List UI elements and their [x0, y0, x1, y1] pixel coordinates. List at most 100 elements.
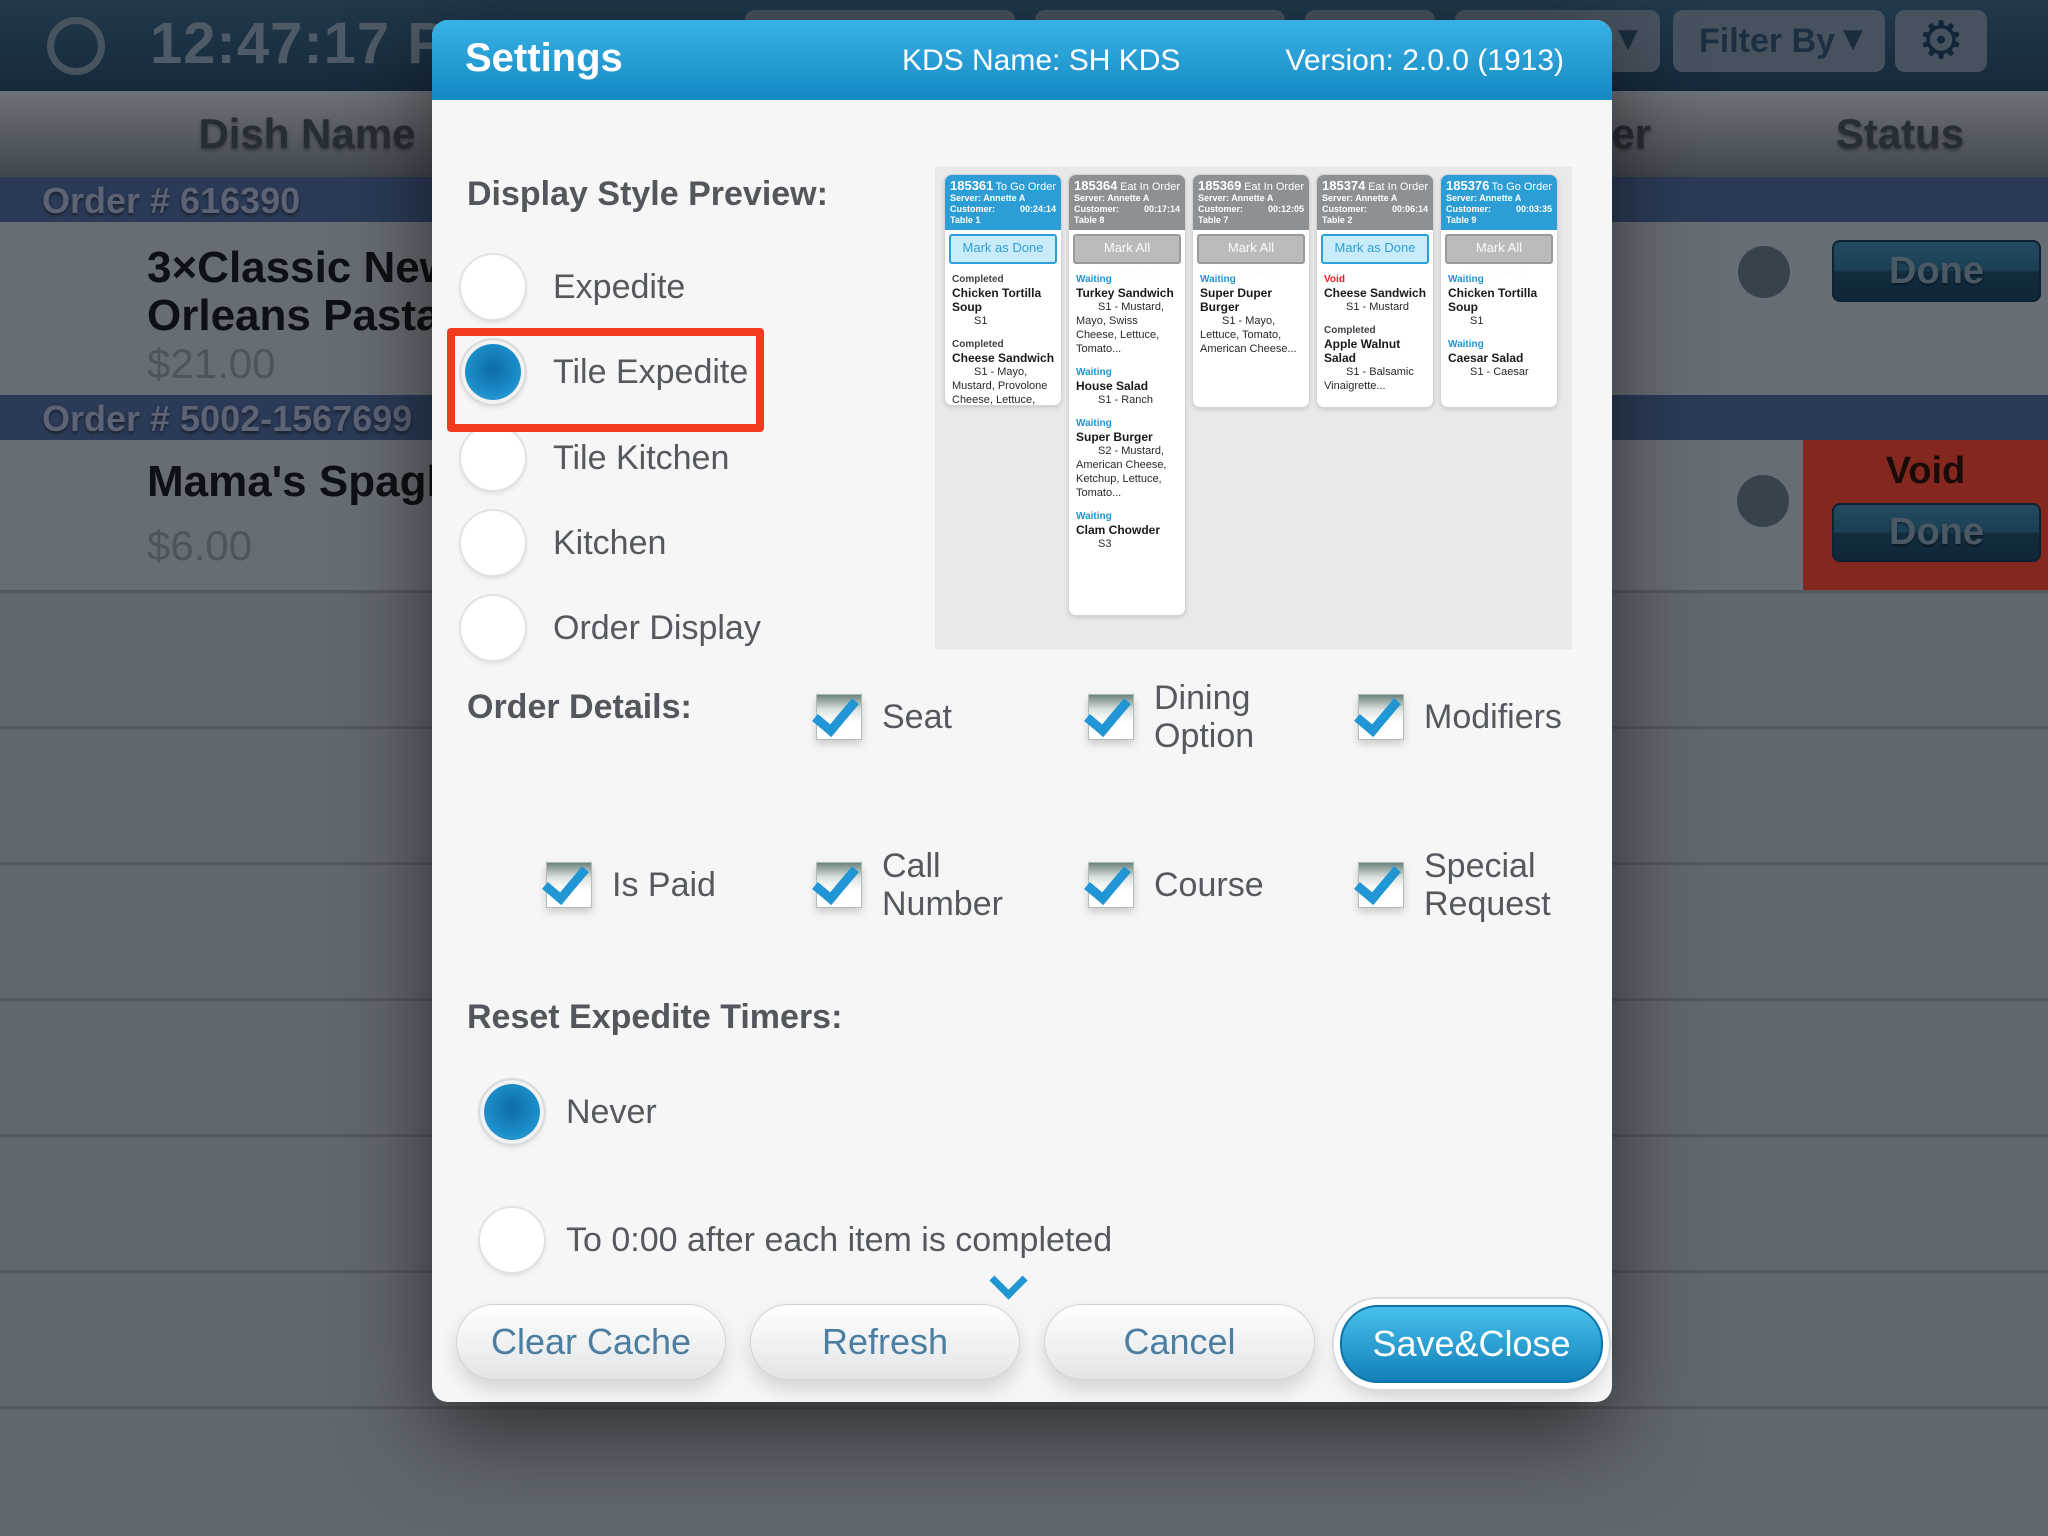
check-icon: [1084, 687, 1131, 738]
dialog-title: Settings: [465, 36, 623, 80]
radio-expedite[interactable]: Expedite: [461, 243, 685, 331]
item-mods: S1 - Mustard, Mayo, Swiss Cheese, Lettuc…: [1076, 301, 1165, 355]
tile-header: 185364 Eat In Order Server: Annette A Cus…: [1069, 175, 1185, 230]
radio-never[interactable]: Never: [480, 1068, 657, 1156]
item-status: Waiting: [1076, 367, 1112, 378]
preview-tile-1: 185361 To Go Order Server: Annette A Cust…: [944, 174, 1062, 406]
dish-name: 3×Classic New Orleans Pasta: [147, 243, 454, 340]
radio-kitchen[interactable]: Kitchen: [461, 499, 666, 587]
item-mods: S1 - Mayo, Mustard, Provolone Cheese, Le…: [952, 366, 1048, 406]
save-close-button[interactable]: Save&Close: [1340, 1305, 1603, 1383]
preview-tile-4: 185374 Eat In Order Server: Annette A Cus…: [1316, 174, 1434, 408]
done-button[interactable]: Done: [1832, 503, 2041, 562]
item-mods: S1 - Balsamic Vinaigrette...: [1324, 366, 1414, 392]
chevron-down-icon[interactable]: [989, 1261, 1028, 1300]
item-mods: S1 - Mustard: [1346, 301, 1409, 313]
tile-items: Void Cheese Sandwich S1 - Mustard Complete…: [1317, 268, 1433, 407]
checkbox-box: [1354, 855, 1404, 908]
item-mods: S1 - Mayo, Lettuce, Tomato, American Che…: [1200, 315, 1297, 355]
check-icon: [542, 855, 589, 906]
checkbox-special-request[interactable]: Special Request: [1354, 840, 1628, 930]
tile-order-type: To Go Order: [1491, 181, 1552, 193]
item-name: Chicken Tortilla Soup: [1448, 286, 1538, 314]
tile-items: Waiting Chicken Tortilla Soup S1 Waiting Ca…: [1441, 268, 1557, 398]
tile-server: Server: Annette A: [1198, 193, 1274, 203]
checkbox-course[interactable]: Course: [1084, 840, 1358, 930]
tile-order-id: 185374: [1322, 178, 1366, 193]
radio-circle: [461, 511, 525, 575]
radio-tile-kitchen[interactable]: Tile Kitchen: [461, 414, 729, 502]
item-status: Completed: [1324, 325, 1376, 336]
checkbox-modifiers[interactable]: Modifiers: [1354, 672, 1628, 762]
item-name: Cheese Sandwich: [1324, 286, 1427, 300]
item-mods: S1: [1470, 315, 1484, 327]
item-name: Turkey Sandwich: [1076, 286, 1174, 300]
caret-down-icon: ▼: [1843, 24, 1863, 54]
tile-timer: 00:03:35: [1515, 204, 1552, 214]
item-name: Super Burger: [1076, 430, 1153, 444]
checkbox-box: [1084, 855, 1134, 908]
check-icon: [812, 687, 859, 738]
tile-customer: Customer: Table 7: [1198, 204, 1244, 225]
checkbox-box: [542, 855, 592, 908]
tile-order-id: 185376: [1446, 178, 1490, 193]
radio-label: Order Display: [553, 608, 761, 647]
filter-by-button[interactable]: Filter By ▼: [1673, 10, 1885, 72]
checkbox-label: Seat: [882, 698, 952, 736]
row-select-circle[interactable]: [1738, 246, 1790, 298]
tile-order-type: To Go Order: [995, 181, 1056, 193]
preview-tile-5: 185376 To Go Order Server: Annette A Cust…: [1440, 174, 1558, 408]
check-icon: [1084, 855, 1131, 906]
reset-timers-label: Reset Expedite Timers:: [467, 998, 843, 1036]
checkbox-call-number[interactable]: Call Number: [812, 840, 1086, 930]
tile-server: Server: Annette A: [950, 193, 1026, 203]
done-button[interactable]: Done: [1832, 240, 2041, 302]
refresh-button[interactable]: Refresh: [751, 1305, 1019, 1379]
tile-timer: 00:17:14: [1143, 204, 1180, 214]
radio-circle: [461, 255, 525, 319]
row-select-circle[interactable]: [1737, 475, 1789, 527]
tile-header: 185369 Eat In Order Server: Annette A Cus…: [1193, 175, 1309, 230]
item-name: Caesar Salad: [1448, 351, 1524, 365]
filter-by-label: Filter By: [1699, 21, 1836, 60]
settings-gear-button[interactable]: ⚙: [1895, 10, 1987, 72]
order-details-label: Order Details:: [467, 688, 692, 726]
radio-tile-expedite[interactable]: Tile Expedite: [461, 328, 748, 416]
record-circle-icon: [47, 17, 105, 75]
clear-cache-button[interactable]: Clear Cache: [457, 1305, 725, 1379]
item-mods: S2 - Mustard, American Cheese, Ketchup, …: [1076, 445, 1167, 499]
order-number: Order # 616390: [42, 180, 301, 221]
checkbox-label: Is Paid: [612, 866, 716, 904]
checkbox-seat[interactable]: Seat: [812, 672, 1086, 762]
item-status: Waiting: [1448, 274, 1484, 285]
display-style-preview-panel: 185361 To Go Order Server: Annette A Cust…: [935, 167, 1572, 649]
mark-as-done-button: Mark as Done: [949, 234, 1057, 264]
tile-timer: 00:12:05: [1267, 204, 1304, 214]
cancel-button[interactable]: Cancel: [1045, 1305, 1314, 1379]
tile-customer: Customer: Table 1: [950, 204, 996, 225]
mark-all-complete-button: Mark All Complete: [1197, 234, 1305, 279]
radio-circle: [461, 426, 525, 490]
radio-circle-selected: [461, 340, 525, 404]
tile-server: Server: Annette A: [1446, 193, 1522, 203]
kds-name: KDS Name: SH KDS: [902, 44, 1181, 77]
tile-server: Server: Annette A: [1322, 193, 1398, 203]
check-icon: [1354, 855, 1401, 906]
tile-server: Server: Annette A: [1074, 193, 1150, 203]
radio-label: To 0:00 after each item is completed: [566, 1220, 1113, 1259]
radio-label: Tile Kitchen: [553, 438, 730, 477]
radio-reset-to-zero[interactable]: To 0:00 after each item is completed: [480, 1196, 1112, 1284]
item-name: Clam Chowder: [1076, 523, 1161, 537]
radio-circle-selected: [480, 1080, 544, 1144]
tile-customer: Customer: Table 2: [1322, 204, 1368, 225]
tile-items: Waiting Super Duper Burger S1 - Mayo, Lett…: [1193, 268, 1309, 375]
item-status: Completed: [952, 274, 1004, 285]
item-name: Apple Walnut Salad: [1324, 337, 1401, 365]
radio-order-display[interactable]: Order Display: [461, 584, 761, 672]
order-number: Order # 5002-1567699: [42, 398, 413, 439]
radio-circle: [461, 596, 525, 660]
checkbox-is-paid[interactable]: Is Paid: [542, 840, 816, 930]
item-mods: S1 - Caesar: [1470, 366, 1529, 378]
checkbox-dining-option[interactable]: Dining Option: [1084, 672, 1358, 762]
column-status: Status: [1835, 110, 1965, 157]
